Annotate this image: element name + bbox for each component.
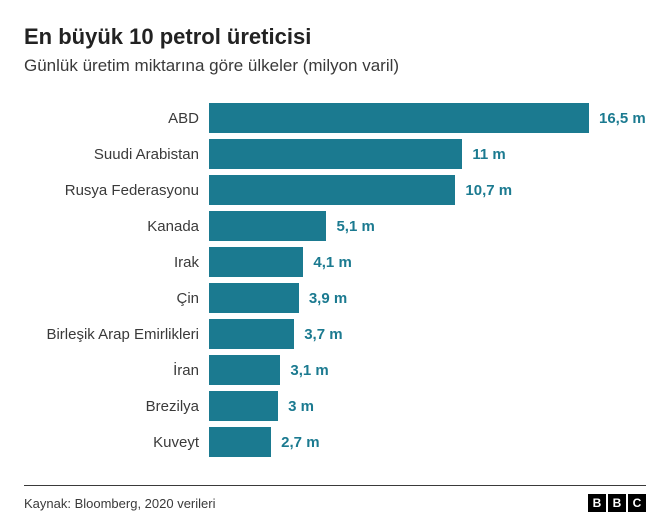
bar-label: Birleşik Arap Emirlikleri bbox=[24, 326, 209, 343]
bar-label: Suudi Arabistan bbox=[24, 146, 209, 163]
bar-value: 10,7 m bbox=[455, 182, 512, 199]
bar bbox=[209, 283, 299, 313]
bar-area: 3 m bbox=[209, 388, 646, 424]
bar-label: Çin bbox=[24, 290, 209, 307]
bar bbox=[209, 427, 271, 457]
bar-label: ABD bbox=[24, 110, 209, 127]
bar-value: 16,5 m bbox=[589, 110, 646, 127]
source-text: Kaynak: Bloomberg, 2020 verileri bbox=[24, 496, 216, 511]
bar-label: Rusya Federasyonu bbox=[24, 182, 209, 199]
bar-label: Brezilya bbox=[24, 398, 209, 415]
logo-letter: B bbox=[608, 494, 626, 512]
bar-area: 11 m bbox=[209, 136, 646, 172]
bar-area: 2,7 m bbox=[209, 424, 646, 460]
bar bbox=[209, 247, 303, 277]
bar-label: Kuveyt bbox=[24, 434, 209, 451]
bbc-logo: BBC bbox=[588, 494, 646, 512]
bar-area: 3,1 m bbox=[209, 352, 646, 388]
logo-letter: B bbox=[588, 494, 606, 512]
bar-row: Çin 3,9 m bbox=[24, 280, 646, 316]
bar-row: ABD 16,5 m bbox=[24, 100, 646, 136]
bar-row: Suudi Arabistan 11 m bbox=[24, 136, 646, 172]
bar-row: Kuveyt 2,7 m bbox=[24, 424, 646, 460]
bar-label: İran bbox=[24, 362, 209, 379]
bar bbox=[209, 175, 455, 205]
bar bbox=[209, 103, 589, 133]
chart-title: En büyük 10 petrol üreticisi bbox=[24, 24, 646, 50]
bar bbox=[209, 391, 278, 421]
bar-area: 16,5 m bbox=[209, 100, 646, 136]
bar-value: 3 m bbox=[278, 398, 314, 415]
bar-value: 3,9 m bbox=[299, 290, 347, 307]
bar-label: Kanada bbox=[24, 218, 209, 235]
bar-row: Rusya Federasyonu 10,7 m bbox=[24, 172, 646, 208]
bar-area: 3,9 m bbox=[209, 280, 646, 316]
bar-area: 3,7 m bbox=[209, 316, 646, 352]
bar-area: 10,7 m bbox=[209, 172, 646, 208]
bar-row: Brezilya 3 m bbox=[24, 388, 646, 424]
bar-row: Kanada 5,1 m bbox=[24, 208, 646, 244]
bar-chart: ABD 16,5 m Suudi Arabistan 11 m Rusya Federa… bbox=[24, 100, 646, 460]
chart-subtitle: Günlük üretim miktarına göre ülkeler (mi… bbox=[24, 56, 646, 76]
bar bbox=[209, 355, 280, 385]
bar-label: Irak bbox=[24, 254, 209, 271]
footer: Kaynak: Bloomberg, 2020 verileri BBC bbox=[24, 485, 646, 512]
bar bbox=[209, 139, 462, 169]
bar-row: Irak 4,1 m bbox=[24, 244, 646, 280]
bar bbox=[209, 211, 326, 241]
bar-value: 11 m bbox=[462, 146, 505, 163]
bar-value: 4,1 m bbox=[303, 254, 351, 271]
bar-area: 4,1 m bbox=[209, 244, 646, 280]
bar bbox=[209, 319, 294, 349]
bar-value: 3,7 m bbox=[294, 326, 342, 343]
logo-letter: C bbox=[628, 494, 646, 512]
bar-area: 5,1 m bbox=[209, 208, 646, 244]
bar-row: Birleşik Arap Emirlikleri 3,7 m bbox=[24, 316, 646, 352]
bar-value: 2,7 m bbox=[271, 434, 319, 451]
bar-value: 3,1 m bbox=[280, 362, 328, 379]
bar-row: İran 3,1 m bbox=[24, 352, 646, 388]
bar-value: 5,1 m bbox=[326, 218, 374, 235]
